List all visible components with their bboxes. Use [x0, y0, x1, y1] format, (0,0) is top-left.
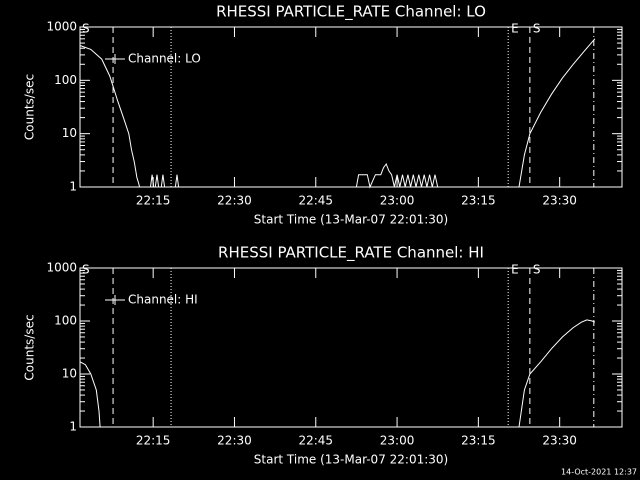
x-tick-label: 22:45	[298, 194, 333, 208]
x-tick-label: 23:00	[380, 194, 415, 208]
y-tick-label: 100	[54, 314, 77, 328]
y-tick-label: 10	[62, 126, 77, 140]
y-tick-label: 1000	[46, 20, 77, 34]
data-line	[518, 319, 596, 428]
x-tick-label: 23:30	[542, 434, 577, 448]
marker-label: E	[511, 22, 519, 36]
x-tick-label: 22:15	[136, 434, 171, 448]
legend-label: Channel: LO	[128, 52, 201, 66]
y-axis-label: Counts/sec	[23, 314, 37, 380]
start-label: S	[82, 263, 90, 277]
x-tick-label: 22:30	[217, 434, 252, 448]
y-tick-label: 100	[54, 73, 77, 87]
data-line	[79, 361, 101, 428]
start-label: S	[82, 22, 90, 36]
x-axis-label: Start Time (13-Mar-07 22:01:30)	[254, 213, 448, 227]
x-tick-label: 22:15	[136, 194, 171, 208]
data-line	[79, 38, 596, 189]
y-tick-label: 1	[69, 180, 77, 194]
timestamp: 14-Oct-2021 12:37	[561, 468, 637, 477]
x-tick-label: 23:00	[380, 434, 415, 448]
x-tick-label: 23:30	[542, 194, 577, 208]
marker-label: S	[533, 22, 541, 36]
x-tick-label: 22:45	[298, 434, 333, 448]
chart-title: RHESSI PARTICLE_RATE Channel: LO	[216, 3, 486, 22]
marker-label: E	[511, 263, 519, 277]
x-tick-label: 23:15	[461, 434, 496, 448]
y-tick-label: 1000	[46, 261, 77, 275]
x-axis-label: Start Time (13-Mar-07 22:01:30)	[254, 453, 448, 467]
plot-frame	[79, 267, 623, 428]
y-axis-label: Counts/sec	[23, 74, 37, 140]
y-tick-label: 10	[62, 367, 77, 381]
legend-label: Channel: HI	[128, 293, 198, 307]
chart-title: RHESSI PARTICLE_RATE Channel: HI	[218, 244, 484, 263]
y-tick-label: 1	[69, 420, 77, 434]
x-tick-label: 22:30	[217, 194, 252, 208]
x-tick-label: 23:15	[461, 194, 496, 208]
marker-label: S	[533, 263, 541, 277]
